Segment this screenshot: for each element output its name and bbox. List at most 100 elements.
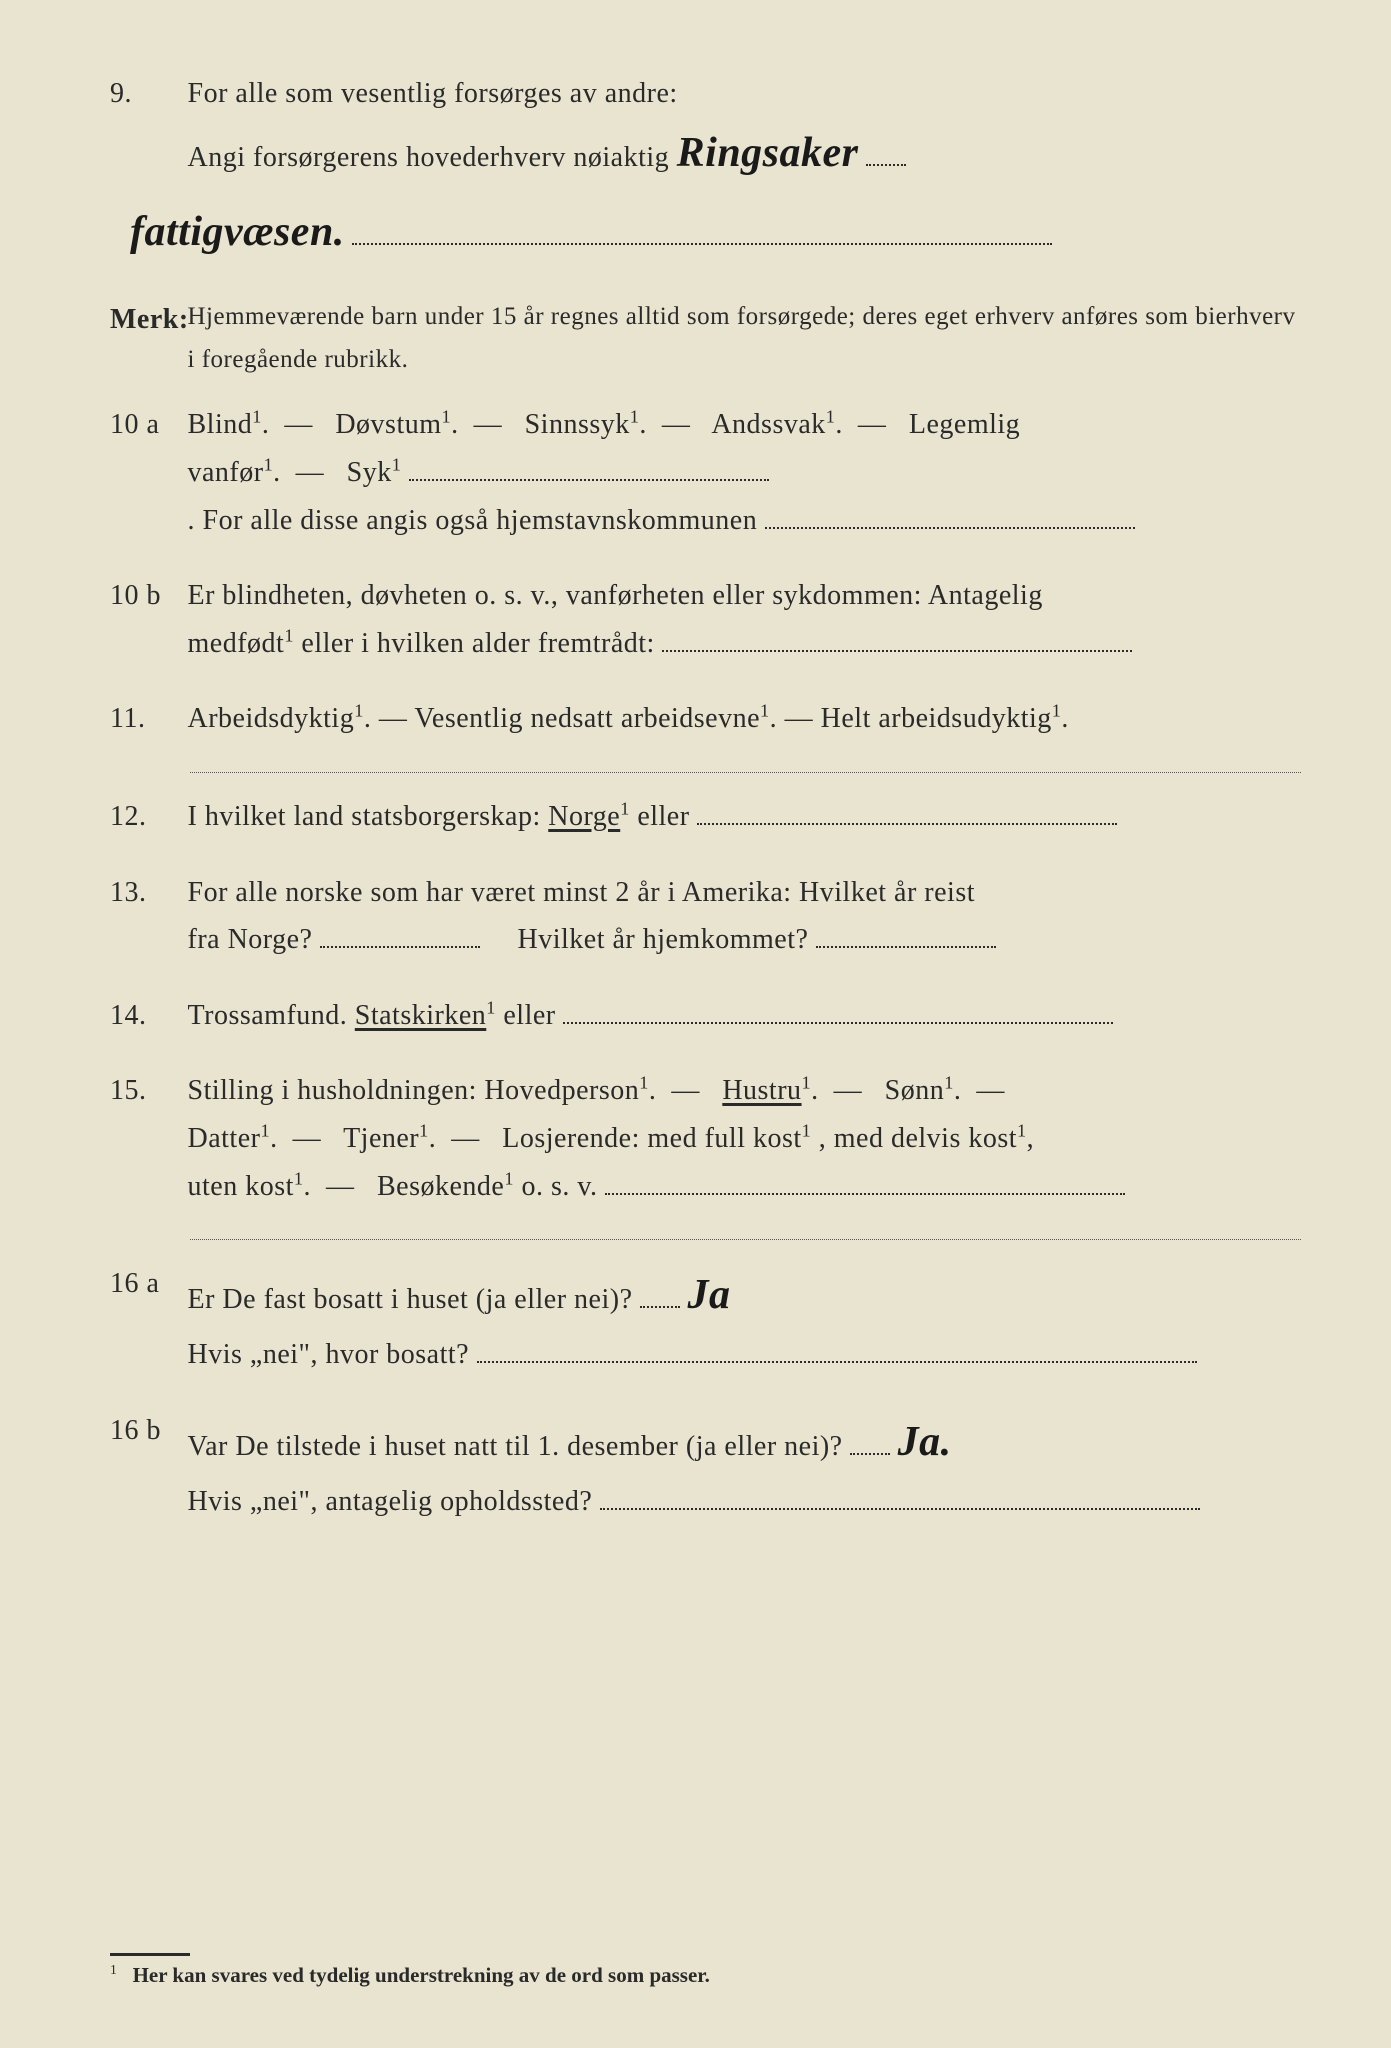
q10b-content: Er blindheten, døvheten o. s. v., vanfør… [188, 572, 1299, 667]
question-16a: 16 a Er De fast bosatt i huset (ja eller… [110, 1260, 1301, 1379]
q15-opt8: Besøkende [377, 1171, 504, 1202]
sup-1: 1 [826, 407, 836, 427]
q14-number: 14. [110, 992, 180, 1040]
sup-1: 1 [419, 1121, 429, 1141]
footnote-text: Her kan svares ved tydelig understreknin… [133, 1963, 710, 1987]
q16b-text1: Var De tilstede i huset natt til 1. dese… [188, 1431, 843, 1462]
q15-content: Stilling i husholdningen: Hovedperson1. … [188, 1067, 1299, 1210]
q9-handwritten-1: Ringsaker [677, 118, 859, 189]
sup-1: 1 [630, 407, 640, 427]
sup-1: 1 [504, 1168, 514, 1188]
q10a-opt3: Sinnssyk [525, 409, 630, 440]
sup-1: 1 [760, 701, 770, 721]
q9-number: 9. [110, 70, 180, 118]
q14-after: eller [503, 1000, 555, 1031]
census-form-page: 9. For alle som vesentlig forsørges av a… [0, 0, 1391, 2048]
q15-opt4: Datter [188, 1123, 261, 1154]
dotted-line [662, 650, 1132, 652]
q9-content: For alle som vesentlig forsørges av andr… [188, 70, 1299, 189]
q15-losj: Losjerende: med full kost [502, 1123, 801, 1154]
q10b-text1: Er blindheten, døvheten o. s. v., vanfør… [188, 580, 1043, 611]
separator-line [190, 1238, 1301, 1240]
q10a-opt6: vanfør [188, 457, 264, 488]
q10a-opt2: Døvstum [335, 409, 441, 440]
question-11: 11. Arbeidsdyktig1. — Vesentlig nedsatt … [110, 695, 1301, 743]
q14-content: Trossamfund. Statskirken1 eller [188, 992, 1299, 1040]
sup-1: 1 [486, 997, 496, 1017]
q10b-text3: eller i hvilken alder fremtrådt: [301, 628, 654, 659]
q15-opt2-underlined: Hustru [722, 1075, 801, 1106]
q15-opt6: , med delvis kost [819, 1123, 1017, 1154]
q11-content: Arbeidsdyktig1. — Vesentlig nedsatt arbe… [188, 695, 1299, 743]
q13-content: For alle norske som har været minst 2 år… [188, 869, 1299, 964]
sup-1: 1 [1052, 701, 1062, 721]
footnote-rule [110, 1953, 190, 1956]
q16a-number: 16 a [110, 1260, 180, 1308]
q16b-content: Var De tilstede i huset natt til 1. dese… [188, 1407, 1299, 1526]
q15-opt1: Hovedperson [484, 1075, 639, 1106]
sup-1: 1 [252, 407, 262, 427]
merk-text: Hjemmeværende barn under 15 år regnes al… [188, 296, 1299, 381]
q12-after: eller [637, 801, 689, 832]
q15-opt3: Sønn [885, 1075, 945, 1106]
q10a-opt4: Andssvak [711, 409, 825, 440]
q15-number: 15. [110, 1067, 180, 1115]
question-9: 9. For alle som vesentlig forsørges av a… [110, 70, 1301, 189]
q13-text2: fra Norge? [188, 924, 313, 955]
q11-opt1: Arbeidsdyktig [188, 703, 355, 734]
q13-number: 13. [110, 869, 180, 917]
q13-text3: Hvilket år hjemkommet? [517, 924, 808, 955]
sup-1: 1 [442, 407, 452, 427]
q10a-opt7: Syk [347, 457, 392, 488]
q10a-line2: . For alle disse angis også hjemstavnsko… [188, 505, 758, 536]
q9-handwritten-2: fattigvæsen. [130, 197, 345, 268]
dotted-line [352, 243, 1052, 245]
q15-osv: o. s. v. [521, 1171, 597, 1202]
sup-1: 1 [639, 1073, 649, 1093]
question-15: 15. Stilling i husholdningen: Hovedperso… [110, 1067, 1301, 1210]
question-10b: 10 b Er blindheten, døvheten o. s. v., v… [110, 572, 1301, 667]
q16a-text2: Hvis „nei", hvor bosatt? [188, 1339, 470, 1370]
dotted-line [697, 823, 1117, 825]
sup-1: 1 [354, 701, 364, 721]
q16a-answer: Ja [688, 1260, 731, 1331]
dotted-line [409, 479, 769, 481]
question-14: 14. Trossamfund. Statskirken1 eller [110, 992, 1301, 1040]
dotted-line [640, 1306, 680, 1308]
question-16b: 16 b Var De tilstede i huset natt til 1.… [110, 1407, 1301, 1526]
q10b-number: 10 b [110, 572, 180, 620]
q10a-number: 10 a [110, 401, 180, 449]
q11-opt3: Helt arbeidsudyktig [821, 703, 1052, 734]
q9-handwritten-row2: fattigvæsen. [130, 197, 1301, 268]
q11-opt2: Vesentlig nedsatt arbeidsevne [414, 703, 760, 734]
q10a-opt1: Blind [188, 409, 253, 440]
q15-opt5: Tjener [343, 1123, 419, 1154]
q14-underlined: Statskirken [355, 1000, 487, 1031]
dotted-line [866, 164, 906, 166]
q12-underlined: Norge [548, 801, 620, 832]
q11-number: 11. [110, 695, 180, 743]
q16b-answer: Ja. [898, 1407, 952, 1478]
footnote: 1 Her kan svares ved tydelig understrekn… [110, 1953, 710, 1988]
q10a-opt5: Legemlig [909, 409, 1020, 440]
sup-1: 1 [620, 799, 630, 819]
q16b-text2: Hvis „nei", antagelig opholdssted? [188, 1486, 593, 1517]
sup-1: 1 [1017, 1121, 1027, 1141]
sup-1: 1 [802, 1121, 812, 1141]
dotted-line [563, 1022, 1113, 1024]
dotted-line [765, 527, 1135, 529]
q12-content: I hvilket land statsborgerskap: Norge1 e… [188, 793, 1299, 841]
q14-label: Trossamfund. [188, 1000, 355, 1031]
q10b-text2: medfødt [188, 628, 285, 659]
sup-1: 1 [260, 1121, 270, 1141]
q16b-number: 16 b [110, 1407, 180, 1455]
sup-1: 1 [802, 1073, 812, 1093]
question-10a: 10 a Blind1. — Døvstum1. — Sinnssyk1. — … [110, 401, 1301, 544]
dotted-line [320, 946, 480, 948]
dotted-line [850, 1453, 890, 1455]
dotted-line [477, 1361, 1197, 1363]
q9-label: Angi forsørgerens hovederhverv nøiaktig [188, 142, 670, 173]
footnote-num: 1 [110, 1962, 117, 1977]
question-13: 13. For alle norske som har været minst … [110, 869, 1301, 964]
q16a-content: Er De fast bosatt i huset (ja eller nei)… [188, 1260, 1299, 1379]
